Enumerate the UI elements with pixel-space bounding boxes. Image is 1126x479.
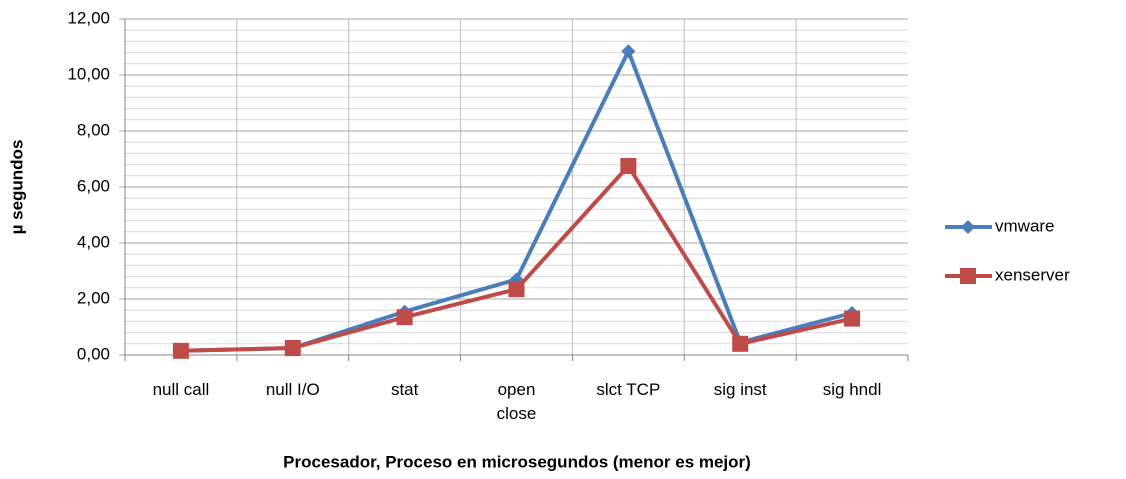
x-tick-label: open close bbox=[496, 380, 537, 423]
x-axis-title: Procesador, Proceso en microsegundos (me… bbox=[283, 452, 751, 471]
data-point bbox=[284, 340, 301, 356]
x-tick-label: sig hndl bbox=[822, 380, 882, 399]
data-point bbox=[396, 309, 413, 326]
legend-label: vmware bbox=[995, 216, 1055, 235]
y-tick-label: 8,00 bbox=[77, 120, 110, 139]
series-line bbox=[180, 164, 853, 353]
data-point bbox=[508, 281, 525, 298]
y-tick-label: 0,00 bbox=[77, 344, 110, 363]
data-point bbox=[620, 158, 637, 174]
y-tick-label: 10,00 bbox=[67, 64, 110, 83]
y-tick-label: 2,00 bbox=[77, 288, 110, 307]
legend-marker bbox=[960, 268, 976, 284]
x-tick-label: stat bbox=[390, 380, 419, 399]
data-point bbox=[621, 44, 636, 59]
y-tick-label: 12,00 bbox=[67, 8, 110, 27]
y-axis-title: µ segundos bbox=[7, 140, 26, 235]
legend-label: xenserver bbox=[995, 265, 1070, 284]
data-point bbox=[844, 310, 861, 327]
series-line bbox=[180, 49, 853, 353]
x-tick-label: null I/O bbox=[265, 380, 320, 399]
y-tick-label: 6,00 bbox=[77, 176, 110, 195]
x-tick-label: null call bbox=[152, 380, 210, 399]
y-tick-label: 4,00 bbox=[77, 232, 110, 251]
data-point bbox=[172, 342, 189, 359]
x-tick-label: slct TCP bbox=[596, 380, 661, 399]
legend-marker bbox=[961, 220, 975, 234]
x-tick-label: sig inst bbox=[713, 380, 767, 399]
data-point bbox=[732, 335, 749, 352]
